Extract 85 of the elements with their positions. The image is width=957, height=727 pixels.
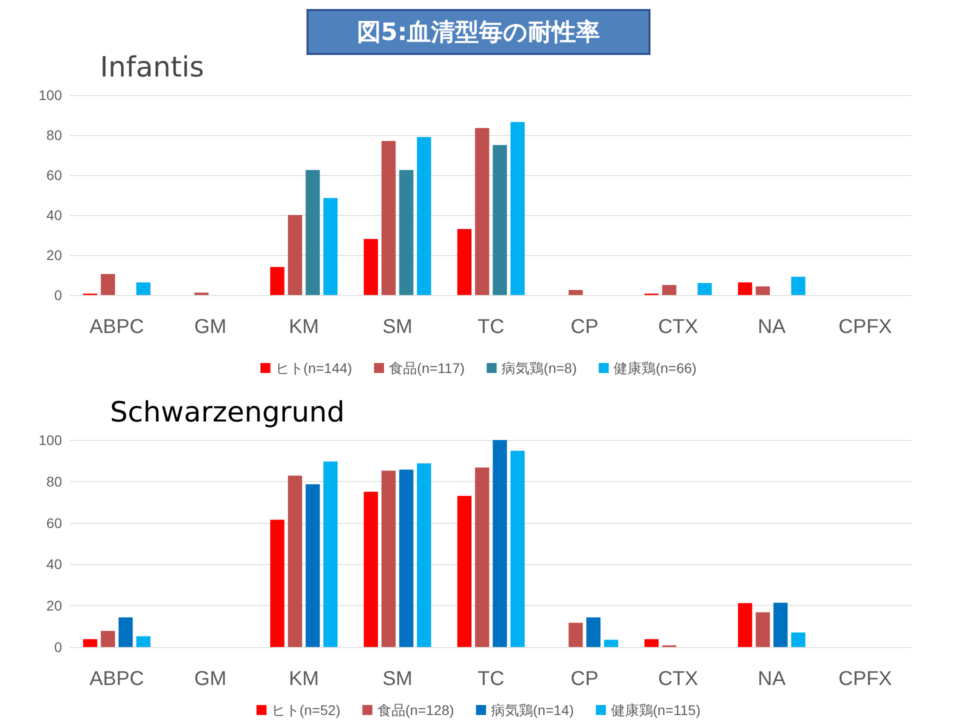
x-tick-label: TC (478, 316, 504, 338)
bar (738, 603, 752, 647)
chart-title: Schwarzengrund (110, 396, 345, 428)
bar (510, 450, 525, 647)
bar (136, 636, 150, 647)
legend-label: 食品(n=128) (377, 702, 454, 718)
bar (475, 128, 490, 295)
bar (604, 640, 618, 647)
bar (568, 290, 583, 295)
bar (457, 229, 472, 295)
legend-label: 病気鶏(n=8) (502, 360, 577, 376)
y-tick-label: 20 (46, 247, 62, 263)
bar (364, 239, 378, 295)
bar (118, 617, 133, 647)
x-tick-label: ABPC (90, 668, 144, 690)
x-tick-label: CP (570, 668, 598, 690)
bar (416, 137, 432, 295)
y-tick-label: 60 (46, 167, 62, 183)
bar (323, 462, 338, 647)
y-tick-label: 40 (46, 207, 62, 223)
x-tick-label: CTX (658, 668, 698, 690)
bar (791, 632, 806, 647)
y-tick-label: 100 (38, 87, 62, 103)
bar (100, 630, 116, 647)
bar (756, 286, 770, 295)
bar (381, 141, 396, 295)
bar (100, 274, 116, 295)
x-tick-label: GM (194, 668, 226, 690)
bar (457, 496, 472, 647)
x-tick-label: TC (478, 668, 504, 690)
bar (568, 622, 583, 647)
x-tick-label: KM (288, 668, 319, 690)
bar (323, 198, 338, 295)
bar (492, 145, 507, 295)
legend-label: 食品(n=117) (389, 360, 465, 376)
x-tick-label: CTX (658, 316, 698, 338)
bar (773, 602, 788, 647)
bar (698, 283, 712, 295)
x-tick-label: NA (758, 668, 786, 690)
legend-label: 病気鶏(n=14) (491, 702, 574, 718)
y-tick-label: 100 (38, 432, 62, 448)
bar (364, 492, 378, 647)
bar (83, 639, 98, 647)
y-tick-label: 80 (46, 127, 62, 143)
bar (416, 463, 432, 647)
bar (270, 267, 284, 295)
bar (381, 470, 396, 647)
bar (662, 285, 676, 295)
x-tick-label: CPFX (838, 316, 892, 338)
bar (306, 170, 320, 295)
bar (399, 470, 414, 647)
bar (492, 440, 507, 647)
x-tick-label: KM (288, 316, 319, 338)
y-tick-label: 40 (46, 556, 62, 572)
x-tick-label: CP (570, 316, 598, 338)
bar (510, 122, 525, 295)
chart-subtitle: Infantis (100, 50, 204, 84)
y-tick-label: 0 (54, 287, 62, 303)
x-tick-label: CPFX (838, 668, 892, 690)
bar (288, 215, 302, 295)
y-tick-label: 20 (46, 598, 62, 614)
legend-label: ヒト(n=144) (275, 360, 352, 376)
legend-label: 健康鶏(n=66) (614, 360, 697, 376)
x-tick-label: NA (758, 316, 786, 338)
y-tick-label: 0 (54, 639, 62, 655)
y-tick-label: 80 (46, 473, 62, 490)
x-tick-label: SM (382, 316, 412, 338)
legend-label: 健康鶏(n=115) (610, 702, 700, 718)
bar (288, 476, 302, 647)
x-tick-label: GM (194, 316, 226, 338)
bar (791, 276, 806, 295)
x-tick-label: SM (382, 668, 412, 690)
bar (644, 639, 659, 647)
chart-title: 図5:血清型毎の耐性率 (356, 18, 600, 46)
x-tick-label: ABPC (90, 316, 144, 338)
bar (756, 612, 770, 647)
bar (270, 520, 284, 647)
bar (399, 170, 414, 295)
legend-label: ヒト(n=52) (272, 702, 340, 718)
bar (306, 484, 320, 647)
bar (738, 282, 752, 295)
y-tick-label: 60 (46, 514, 62, 531)
bar (475, 468, 490, 647)
bar (136, 282, 150, 295)
bar (586, 617, 601, 647)
